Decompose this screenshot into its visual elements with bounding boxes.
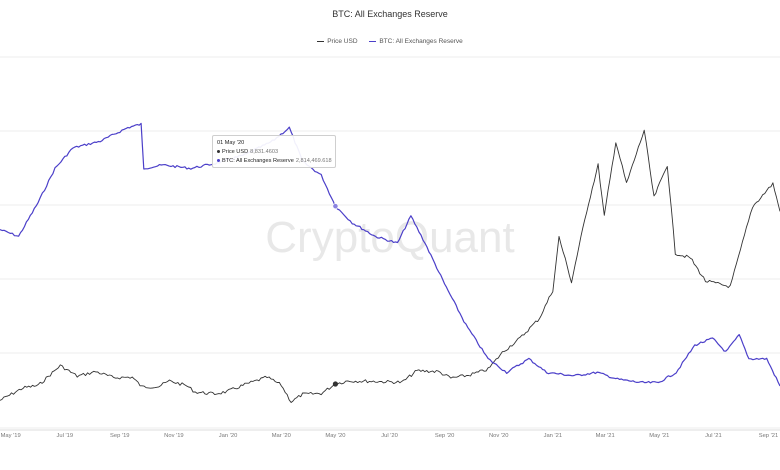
hover-marker-price bbox=[332, 381, 339, 387]
x-tick-label: May '21 bbox=[649, 433, 669, 439]
legend-price-label: Price USD bbox=[327, 38, 358, 45]
legend: Price USD BTC: All Exchanges Reserve bbox=[0, 38, 780, 45]
x-tick-label: Jul '20 bbox=[381, 433, 398, 439]
legend-price-swatch bbox=[317, 40, 325, 42]
x-tick-label: Jul '21 bbox=[705, 433, 722, 439]
x-tick-label: Nov '20 bbox=[489, 433, 508, 439]
tooltip-reserve-label: BTC: All Exchanges Reserve bbox=[222, 158, 294, 164]
x-tick-label: May '20 bbox=[325, 433, 345, 439]
series-line-price bbox=[0, 129, 780, 403]
tooltip-reserve-dot bbox=[217, 159, 220, 163]
series-line-reserve bbox=[0, 122, 780, 387]
tooltip-price-value: 8,831.4603 bbox=[250, 149, 279, 155]
legend-reserve[interactable]: BTC: All Exchanges Reserve bbox=[369, 38, 463, 45]
tooltip-price-row: Price USD 8,831.4603 bbox=[217, 148, 331, 157]
x-tick-label: Mar '20 bbox=[272, 433, 291, 439]
tooltip-date: 01 May '20 bbox=[217, 140, 245, 146]
x-tick-label: Jan '20 bbox=[219, 433, 238, 439]
tooltip-reserve-row: BTC: All Exchanges Reserve 2,814,469.618 bbox=[217, 157, 332, 166]
legend-reserve-label: BTC: All Exchanges Reserve bbox=[379, 38, 463, 45]
legend-price[interactable]: Price USD bbox=[317, 38, 358, 45]
x-tick-label: Sep '19 bbox=[110, 433, 129, 439]
x-tick-label: Nov '19 bbox=[164, 433, 183, 439]
x-tick-label: May '19 bbox=[1, 433, 21, 439]
x-tick-label: Jan '21 bbox=[544, 433, 563, 439]
hover-marker-reserve bbox=[332, 203, 339, 210]
tooltip-price-dot bbox=[217, 150, 220, 154]
tooltip-reserve-value: 2,814,469.618 bbox=[295, 158, 332, 164]
hover-tooltip: 01 May '20 Price USD 8,831.4603 BTC: All … bbox=[212, 135, 336, 168]
watermark-logo: CryptoQuant bbox=[265, 213, 515, 262]
x-tick-label: Sep '20 bbox=[435, 433, 454, 439]
x-tick-label: Sep '21 bbox=[759, 433, 778, 439]
legend-reserve-swatch bbox=[369, 40, 377, 42]
x-tick-label: Mar '21 bbox=[596, 433, 615, 439]
x-tick-label: Jul '19 bbox=[56, 433, 73, 439]
chart-title: BTC: All Exchanges Reserve bbox=[332, 9, 448, 19]
tooltip-price-label: Price USD bbox=[222, 149, 249, 155]
